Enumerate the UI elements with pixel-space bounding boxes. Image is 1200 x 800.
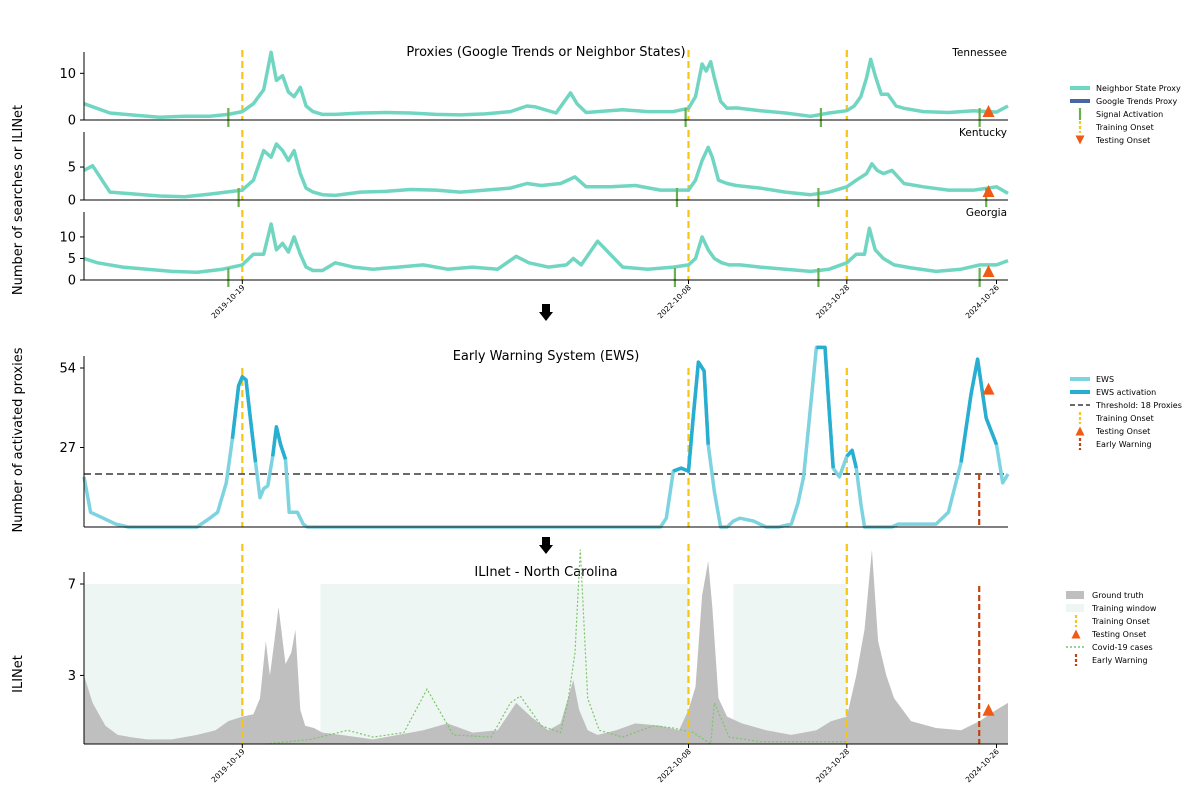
ews-activation-segment: [816, 345, 835, 469]
ground-truth-area: [84, 549, 1008, 744]
training-window-band: [733, 584, 847, 744]
ews-line: [82, 345, 1010, 529]
legend-label: Neighbor State Proxy: [1096, 84, 1181, 93]
ews-activation-segment: [959, 357, 999, 463]
y-tick-label: 7: [68, 578, 76, 593]
x-tick-label: 2019-10-19: [210, 283, 247, 320]
x-tick-label: 2023-10-28: [814, 283, 851, 320]
neighbor-state-proxy-line: [83, 222, 1009, 274]
y-tick-label: 5: [68, 161, 76, 176]
y-tick-label: 0: [68, 274, 76, 289]
x-tick-label: 2024-10-26: [964, 747, 1001, 784]
legend-label: Early Warning: [1092, 656, 1148, 665]
y-tick-label: 54: [59, 362, 76, 377]
x-tick-label: 2024-10-26: [964, 283, 1001, 320]
legend-swatch: [1066, 604, 1084, 612]
y-tick-label: 0: [68, 114, 76, 129]
legend-label: Training window: [1091, 604, 1157, 613]
ews-activation-segment: [270, 425, 288, 460]
x-tick-label: 2023-10-28: [814, 747, 851, 784]
x-tick-label: 2022-10-08: [656, 747, 693, 784]
neighbor-state-proxy-line: [83, 142, 1009, 199]
testing-onset-marker: [982, 185, 995, 197]
panel2-title: Early Warning System (EWS): [453, 349, 640, 364]
ews-activation-segment: [672, 360, 710, 473]
y-tick-label: 10: [59, 67, 76, 82]
y-tick-label: 10: [59, 230, 76, 245]
legend-label: Training Onset: [1091, 617, 1150, 626]
legend-swatch: [1075, 426, 1085, 436]
kentucky-label: Kentucky: [959, 127, 1007, 139]
legend-label: EWS activation: [1096, 388, 1156, 397]
legend-swatch: [1071, 629, 1081, 639]
legend-label: Training Onset: [1095, 123, 1154, 132]
ews-activation-segment: [845, 448, 859, 469]
flow-arrow-icon: [539, 304, 553, 321]
panel1-title: Proxies (Google Trends or Neighbor State…: [406, 45, 685, 60]
testing-onset-marker: [982, 105, 995, 117]
legend-label: Testing Onset: [1095, 136, 1150, 145]
flow-arrow-icon: [539, 537, 553, 554]
legend-label: Ground truth: [1092, 591, 1144, 600]
legend-label: Training Onset: [1095, 414, 1154, 423]
legend-label: EWS: [1096, 375, 1114, 384]
tennessee-label: Tennessee: [951, 47, 1007, 59]
neighbor-state-proxy-line: [83, 50, 1009, 119]
legend-swatch: [1066, 591, 1084, 599]
training-window-band: [84, 584, 243, 744]
legend-label: Covid-19 cases: [1092, 643, 1153, 652]
y-tick-label: 3: [68, 669, 76, 684]
y-tick-label: 0: [68, 194, 76, 209]
legend-swatch: [1075, 135, 1085, 145]
testing-onset-marker: [982, 382, 995, 395]
panel2-ylabel: Number of activated proxies: [11, 347, 26, 532]
panel3-title: ILInet - North Carolina: [474, 565, 617, 580]
y-tick-label: 27: [59, 441, 76, 456]
testing-onset-marker: [982, 265, 995, 277]
legend-label: Testing Onset: [1091, 630, 1146, 639]
training-window-band: [320, 584, 689, 744]
legend-label: Threshold: 18 Proxies: [1095, 401, 1182, 410]
plot-layers: 0 10 0 5 0 5 10 2019-10-19 2022-10-08 2023-10-28 2…: [59, 50, 1010, 784]
ews-activation-segment: [230, 375, 258, 463]
legend-label: Testing Onset: [1095, 427, 1150, 436]
panel3-ylabel: ILINet: [11, 655, 26, 693]
testing-onset-marker: [982, 703, 995, 716]
x-tick-label: 2022-10-08: [656, 283, 693, 320]
panel1-ylabel: Number of searches or ILINet: [11, 105, 26, 295]
georgia-label: Georgia: [966, 207, 1007, 219]
legend-layers: Neighbor State Proxy Google Trends Proxy S…: [1066, 84, 1182, 666]
covid-cases-line: [265, 549, 847, 746]
x-tick-label: 2019-10-19: [210, 747, 247, 784]
legend-label: Google Trends Proxy: [1096, 97, 1178, 106]
legend-label: Early Warning: [1096, 440, 1152, 449]
legend-label: Signal Activation: [1096, 110, 1163, 119]
y-tick-label: 5: [68, 252, 76, 267]
